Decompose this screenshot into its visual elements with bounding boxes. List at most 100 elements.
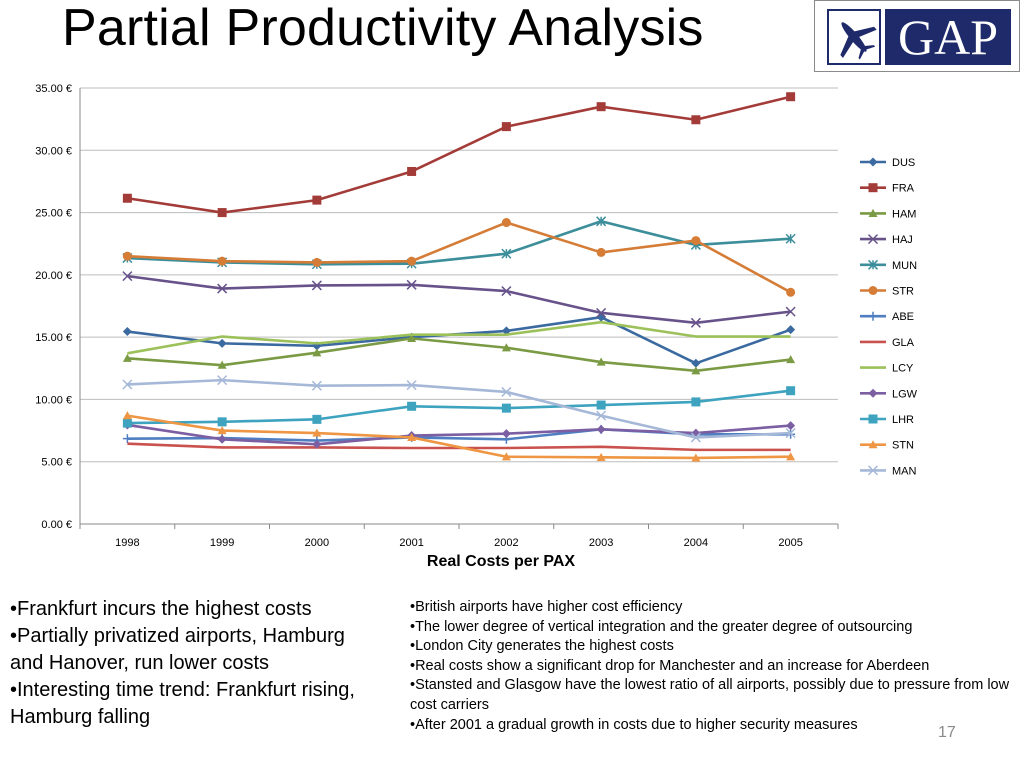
- bullet-right-1: •British airports have higher cost effic…: [410, 599, 683, 615]
- data-point-abe: [122, 434, 132, 444]
- data-point-mun: [596, 216, 607, 227]
- bullets-right: •British airports have higher cost effic…: [410, 598, 1010, 735]
- x-tick-label: 2003: [589, 537, 613, 549]
- data-point-fra: [786, 92, 796, 102]
- y-tick-label: 35.00 €: [35, 83, 72, 95]
- series-line-lcy: [127, 320, 791, 355]
- series-line-mun: [127, 219, 791, 266]
- y-tick-label: 5.00 €: [41, 457, 72, 469]
- data-point-man: [690, 432, 701, 443]
- bullet-right-6: •After 2001 a gradual growth in costs du…: [410, 716, 858, 733]
- legend-marker-lgw: [868, 388, 878, 398]
- bullet-right-5: •Stansted and Glasgow have the lowest ra…: [410, 677, 1010, 713]
- legend-label-lhr: LHR: [892, 414, 914, 426]
- data-point-stn: [786, 452, 796, 461]
- line-chart: 0.00 € 5.00 € 10.00 € 15.00 € 20.00 € 25.00 €…: [35, 83, 918, 570]
- data-point-fra: [596, 102, 606, 112]
- series-line-lhr: [127, 389, 791, 425]
- data-point-stn: [217, 426, 227, 435]
- data-point-ham: [596, 357, 606, 366]
- data-point-ham: [691, 366, 701, 375]
- y-tick-label: 10.00 €: [35, 394, 72, 406]
- data-point-ham: [122, 353, 132, 362]
- series-line-stn: [127, 414, 791, 460]
- legend-label-fra: FRA: [892, 183, 915, 195]
- x-tick-label: 2004: [684, 537, 708, 549]
- data-point-str: [501, 218, 511, 228]
- data-point-mun: [785, 233, 796, 244]
- bullet-right-4: •Real costs show a significant drop for …: [410, 657, 930, 674]
- series-line-fra: [127, 95, 791, 214]
- data-point-man: [785, 428, 796, 439]
- data-point-fra: [691, 115, 701, 125]
- data-point-ham: [501, 343, 511, 352]
- legend-label-lcy: LCY: [892, 363, 914, 375]
- legend-marker-fra: [868, 183, 878, 193]
- gap-wordmark: GAP: [885, 9, 1011, 65]
- legend-label-lgw: LGW: [892, 388, 918, 400]
- legend-marker-abe: [868, 311, 878, 321]
- data-point-lgw: [312, 439, 322, 449]
- legend-label-str: STR: [892, 286, 914, 298]
- legend-marker-haj: [867, 234, 879, 245]
- bullet-left-3: •Interesting time trend: Frankfurt risin…: [10, 679, 355, 728]
- y-tick-label: 20.00 €: [35, 270, 72, 282]
- legend-label-abe: ABE: [892, 311, 914, 323]
- series-line-ham: [127, 337, 791, 373]
- data-point-haj: [690, 317, 701, 328]
- data-point-ham: [312, 348, 322, 357]
- data-point-dus: [217, 338, 227, 348]
- slide-title: Partial Productivity Analysis: [62, 0, 704, 57]
- x-tick-label: 2005: [778, 537, 802, 549]
- data-point-haj: [217, 283, 228, 294]
- data-point-haj: [311, 280, 322, 291]
- data-point-lhr: [596, 400, 606, 410]
- legend-marker-stn: [868, 440, 878, 449]
- logo-text: GAP: [897, 9, 999, 65]
- bullet-right-3: •London City generates the highest costs: [410, 638, 674, 655]
- legend-marker-man: [867, 465, 879, 476]
- data-point-stn: [312, 428, 322, 437]
- data-point-dus: [691, 358, 701, 368]
- airplane-icon: [827, 9, 881, 65]
- data-point-str: [217, 256, 227, 266]
- y-tick-label: 15.00 €: [35, 332, 72, 344]
- data-point-man: [217, 375, 228, 386]
- legend-label-mun: MUN: [892, 260, 917, 272]
- legend-label-ham: HAM: [892, 208, 916, 220]
- data-point-str: [691, 236, 701, 246]
- data-point-lgw: [217, 434, 227, 444]
- data-point-man: [122, 379, 133, 390]
- data-point-lgw: [786, 421, 796, 431]
- data-point-dus: [786, 325, 796, 335]
- data-point-man: [501, 386, 512, 397]
- bullet-right-2: •The lower degree of vertical integratio…: [410, 618, 913, 635]
- x-tick-label: 1998: [115, 537, 139, 549]
- data-point-stn: [407, 432, 417, 442]
- x-tick-label: 2000: [305, 537, 329, 549]
- gap-logo: GAP: [814, 0, 1020, 72]
- x-tick-label: 2001: [399, 537, 423, 549]
- bullets-left: •Frankfurt incurs the highest costs •Par…: [10, 596, 370, 731]
- data-point-str: [786, 287, 796, 297]
- legend-marker-dus: [868, 157, 878, 167]
- data-point-str: [312, 257, 322, 267]
- data-point-haj: [406, 279, 417, 290]
- series-line-dus: [127, 315, 792, 365]
- data-point-ham: [407, 333, 417, 342]
- data-point-man: [596, 410, 607, 421]
- data-point-lhr: [691, 397, 701, 407]
- series-line-man: [127, 378, 791, 439]
- bullet-left-1: •Frankfurt incurs the highest costs: [10, 598, 312, 620]
- data-point-man: [311, 380, 322, 391]
- data-point-stn: [596, 452, 606, 461]
- legend-marker-lhr: [868, 414, 878, 424]
- data-point-stn: [501, 452, 511, 461]
- legend-label-haj: HAJ: [892, 234, 913, 246]
- legend-marker-ham: [868, 208, 878, 217]
- series-line-haj: [127, 274, 791, 325]
- x-axis-title: Real Costs per PAX: [427, 553, 576, 570]
- data-point-fra: [407, 166, 417, 176]
- data-point-stn: [691, 453, 701, 462]
- data-point-fra: [501, 122, 511, 132]
